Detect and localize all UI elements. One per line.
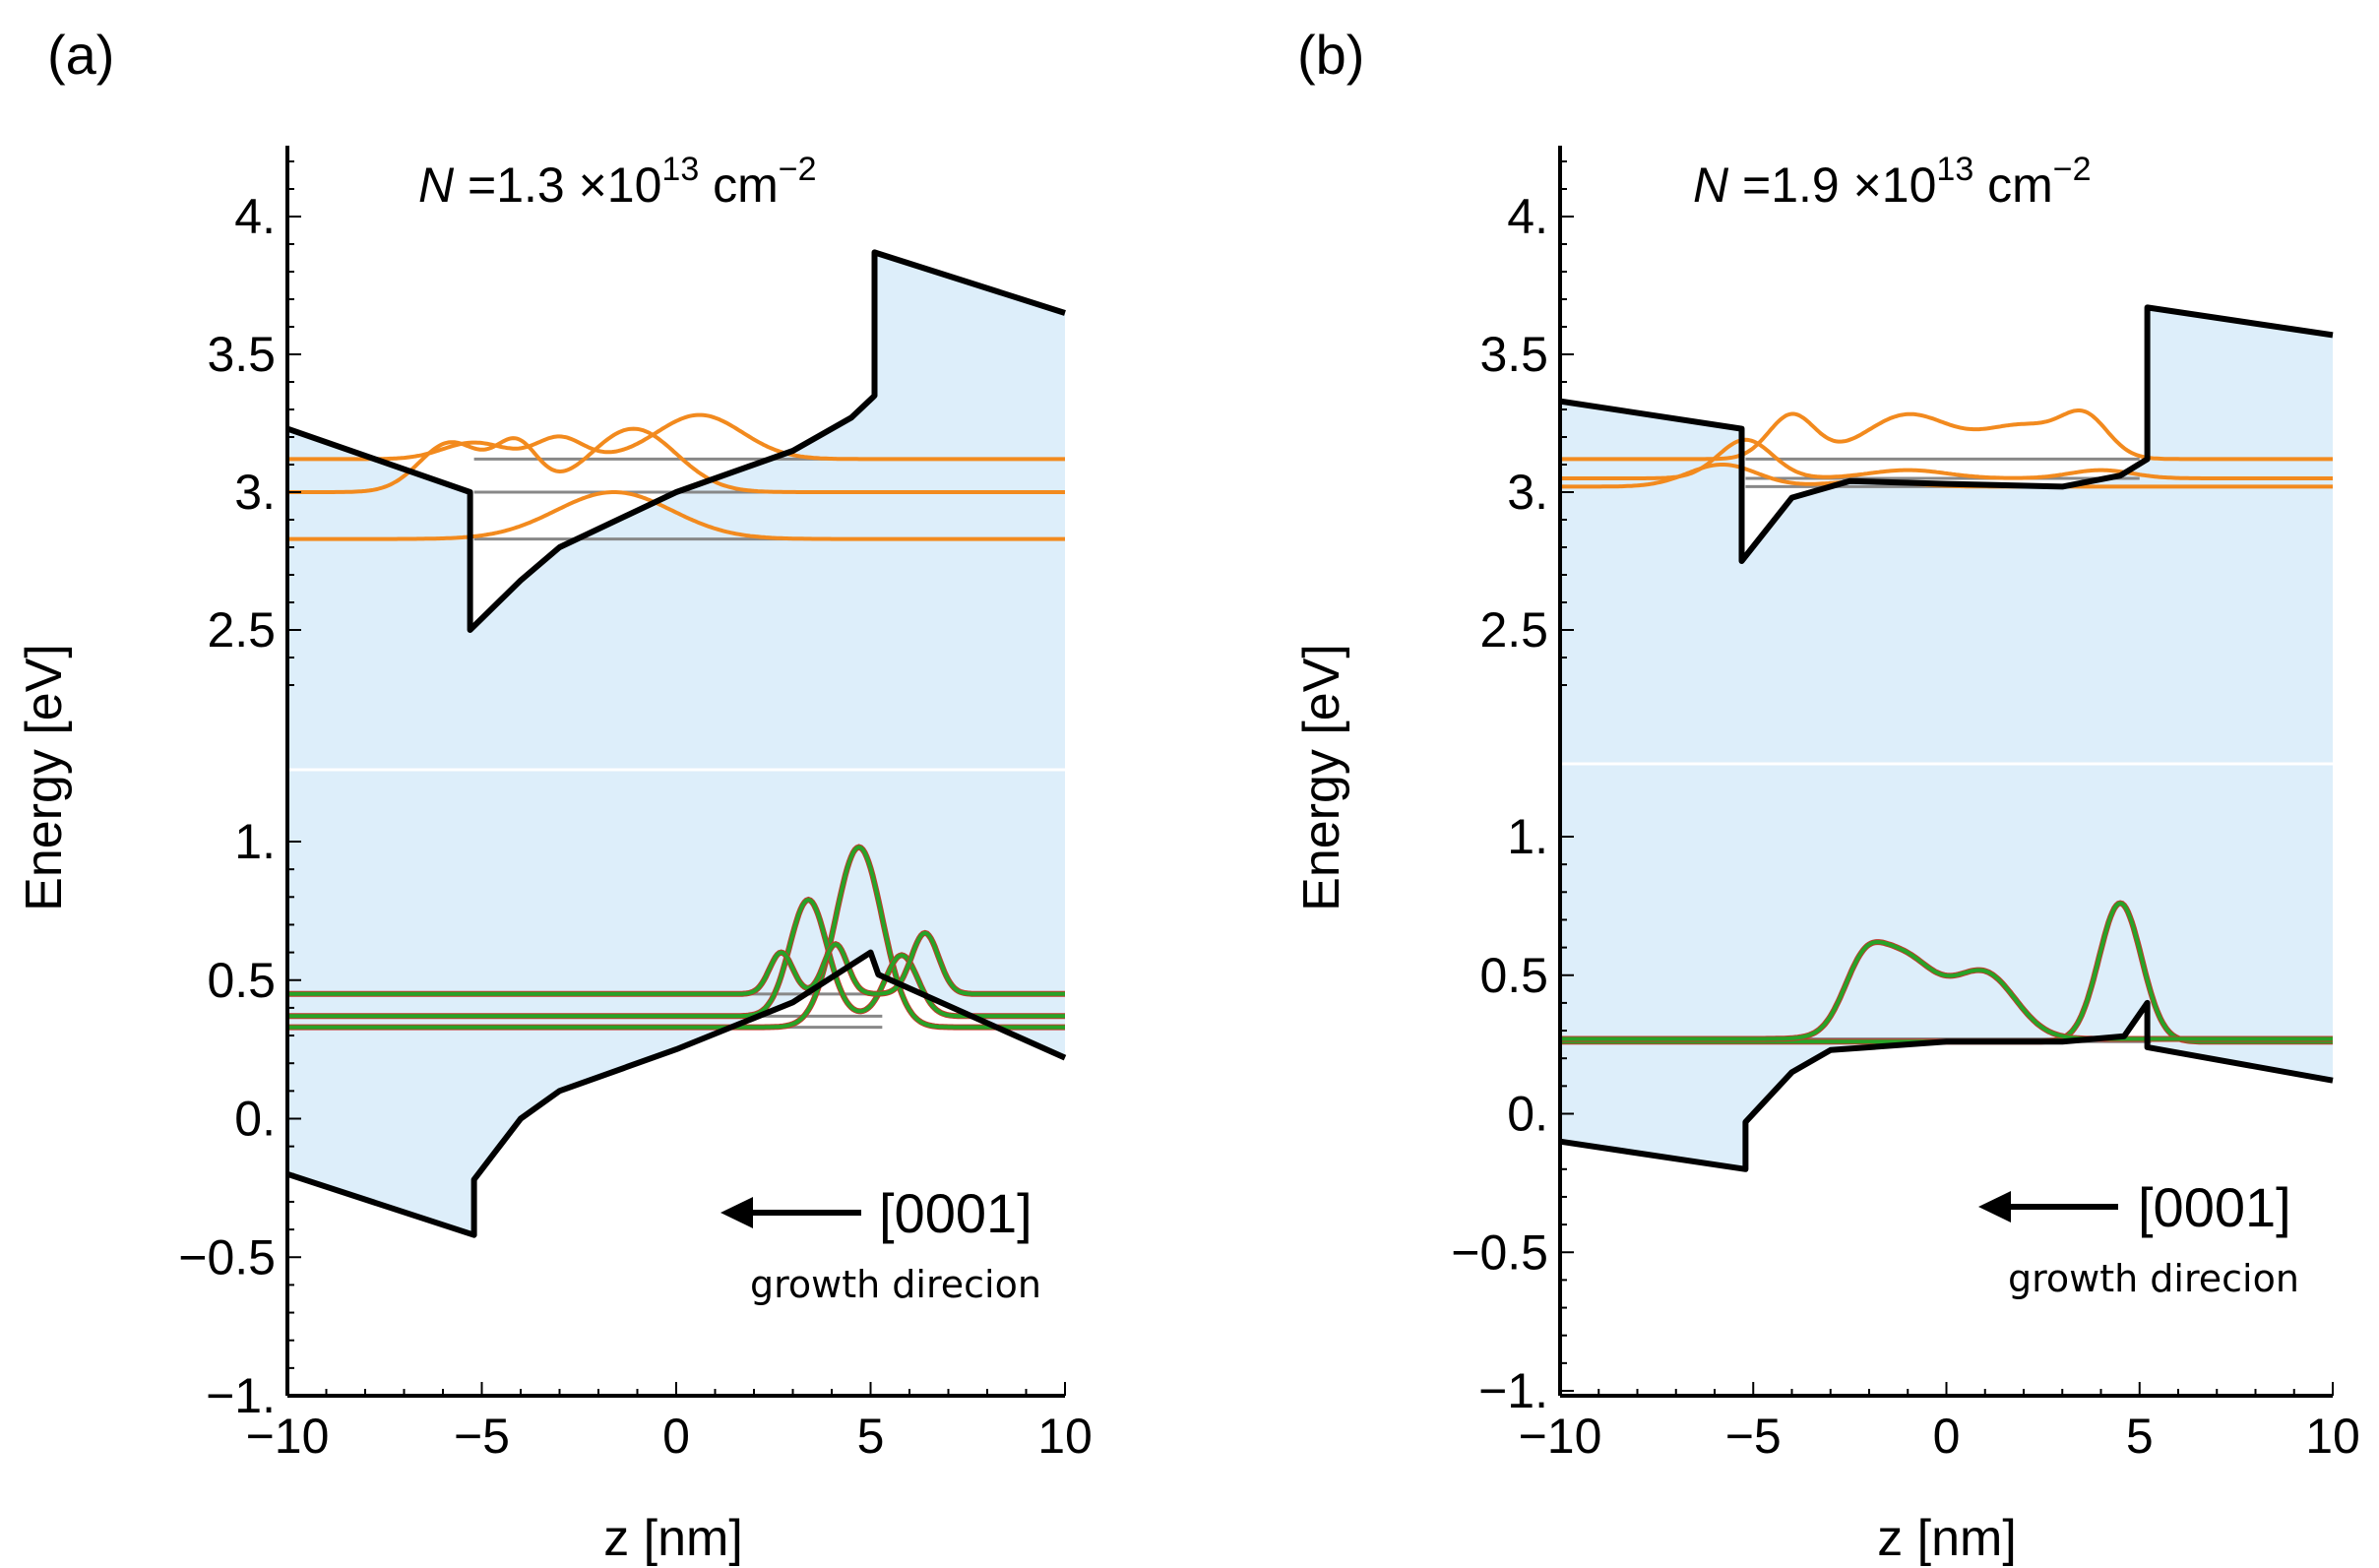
x-tick-label: 0 [1933,1409,1961,1464]
title-symbol: N [1693,157,1729,213]
electron-wavefunction-2 [1560,408,2333,462]
x-tick-label: −5 [454,1409,510,1464]
panel-b: (b) N =1.9 ×1013 cm−2 −10 −5 0 5 10 −1. −0.5 0.… [1293,24,2360,1567]
y-tick-label: 3. [1507,465,1548,520]
y-tick-label: 0. [234,1092,276,1147]
growth-direction-arrowhead [1978,1191,2011,1223]
y-tick-label: 0. [1507,1087,1548,1142]
y-tick-label: 0.5 [207,953,276,1008]
plot-area [286,249,1067,1238]
hole-wavefunction-1 [287,897,1065,1019]
electron-wavefunction-0 [287,490,1065,541]
y-tick-label: 3.5 [1479,327,1548,382]
title-unit-exponent: −2 [2053,151,2092,188]
growth-direction-arrowhead [720,1197,753,1228]
plot-area [1559,304,2334,1172]
title-exponent: 13 [661,151,699,188]
growth-direction-label: [0001] [879,1182,1033,1244]
y-axis-label: Energy [eV] [16,644,73,911]
growth-direction-caption: growth direcion [2008,1257,2299,1300]
title-unit: cm [699,157,779,213]
panel-title: N =1.3 ×1013 cm−2 [418,151,817,213]
y-tick-label: 1. [1507,809,1548,864]
y-tick-label: 2.5 [207,602,276,658]
valence-band-edge [1559,999,2334,1172]
y-tick-label: −1. [206,1368,276,1423]
electron-wavefunction-1 [1560,437,2333,480]
hole-wavefunction-2 [287,930,1065,996]
valence-band-edge [286,949,1067,1238]
conduction-band-edge [286,249,1066,633]
axes: −10 −5 0 5 10 −1. −0.5 0. 0.5 1. 2.5 3. 3.5 4. [1451,146,2360,1464]
band-fill-lower [287,770,1065,1235]
y-axis-label: Energy [eV] [1293,644,1350,911]
y-tick-label: 0.5 [1479,948,1548,1003]
x-tick-label: 5 [2126,1409,2154,1464]
electron-wavefunction-2 [287,412,1065,462]
y-tick-label: −0.5 [178,1229,276,1285]
hole-wavefunction-1 [1560,940,2333,1041]
electron-wavefunction-1 [287,426,1065,494]
y-tick-label: −1. [1478,1363,1548,1418]
growth-direction-annotation: [0001] growth direcion [1978,1176,2299,1300]
hole-wavefunction-0 [287,845,1065,1030]
panel-label: (a) [47,24,114,86]
x-tick-label: −10 [246,1409,330,1464]
title-value: =1.3 ×10 [454,157,661,213]
x-tick-label: 10 [1037,1409,1093,1464]
panel-title: N =1.9 ×1013 cm−2 [1693,151,2092,213]
band-fill-lower [1560,764,2333,1169]
band-fill-upper [1560,307,2333,764]
x-tick-label: 0 [662,1409,690,1464]
y-tick-label: 4. [234,189,276,244]
title-unit: cm [1973,157,2053,213]
title-symbol: N [418,157,455,213]
x-axis-label: z [nm] [603,1510,743,1567]
x-tick-label: 10 [2305,1409,2360,1464]
title-exponent: 13 [1936,151,1973,188]
panel-label: (b) [1297,24,1364,86]
conduction-band-edge [1559,304,2334,564]
x-tick-label: −5 [1725,1409,1782,1464]
axes: −10 −5 0 5 10 −1. −0.5 0. 0.5 1. 2.5 3. 3.5 4. [178,146,1093,1464]
x-tick-label: −10 [1519,1409,1602,1464]
growth-direction-label: [0001] [2138,1176,2291,1238]
y-tick-label: 1. [234,814,276,869]
y-tick-label: 4. [1507,189,1548,244]
title-value: =1.9 ×10 [1728,157,1936,213]
x-axis-label: z [nm] [1877,1510,2017,1567]
panel-a: (a) N =1.3 ×1013 cm−2 −10 −5 0 5 10 −1. −0.5 0.… [16,24,1093,1567]
growth-direction-annotation: [0001] growth direcion [720,1182,1041,1306]
y-tick-label: 3. [234,465,276,520]
title-unit-exponent: −2 [779,151,817,188]
y-tick-label: 3.5 [207,327,276,382]
x-tick-label: 5 [857,1409,885,1464]
y-tick-label: 2.5 [1479,602,1548,658]
growth-direction-caption: growth direcion [750,1263,1041,1306]
y-tick-label: −0.5 [1451,1224,1548,1280]
